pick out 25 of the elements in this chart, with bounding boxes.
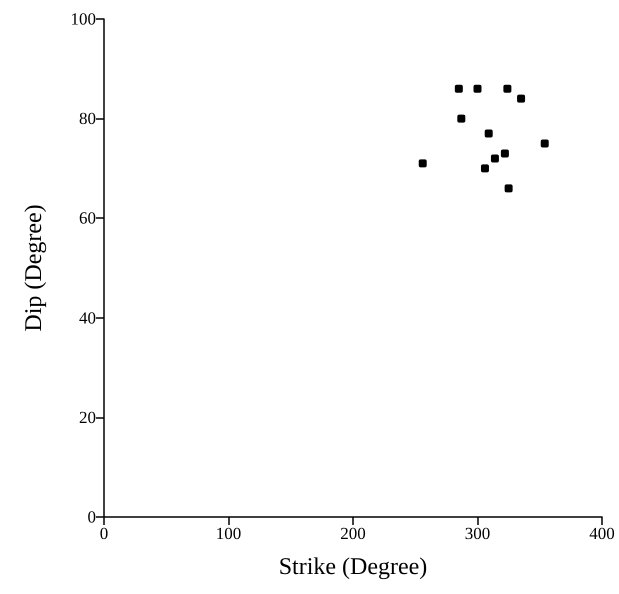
point xyxy=(490,154,499,162)
y-tick-label: 80 xyxy=(79,109,96,128)
point xyxy=(418,159,427,168)
point xyxy=(500,149,509,158)
x-tick-label: 200 xyxy=(340,524,366,543)
y-axis-title: Dip (Degree) xyxy=(21,204,47,332)
y-tick-label: 100 xyxy=(70,10,96,28)
point xyxy=(474,84,482,93)
x-tick-label: 400 xyxy=(589,524,615,543)
x-axis-title: Strike (Degree) xyxy=(278,554,428,580)
x-tick-label: 0 xyxy=(100,524,108,543)
y-tick-label: 60 xyxy=(79,208,96,228)
y-tick-label: 40 xyxy=(79,308,96,328)
y-tick-label: 0 xyxy=(88,508,96,526)
point xyxy=(517,94,526,103)
point xyxy=(457,114,466,123)
x-tick-label: 300 xyxy=(464,524,490,543)
y-tick-label: 20 xyxy=(79,408,96,427)
x-tick-label: 100 xyxy=(216,524,242,543)
point xyxy=(454,84,463,93)
point xyxy=(503,84,512,93)
point xyxy=(484,130,493,138)
point xyxy=(480,164,489,172)
point xyxy=(504,184,513,192)
point xyxy=(540,140,549,148)
